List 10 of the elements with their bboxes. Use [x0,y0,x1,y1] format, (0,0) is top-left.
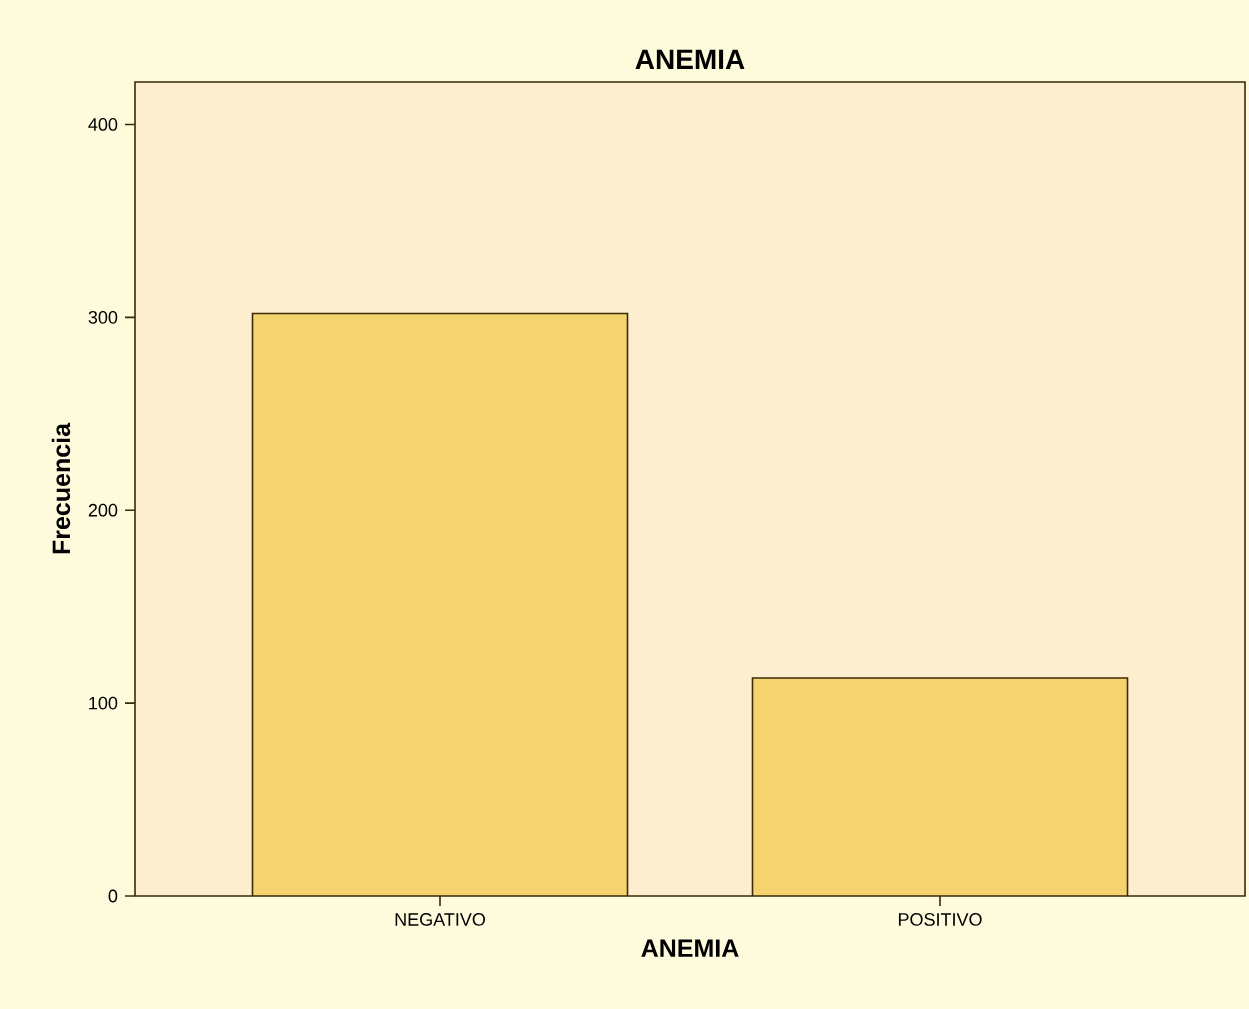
x-tick-label: POSITIVO [898,913,982,926]
y-tick-label: 200 [88,503,118,517]
y-tick-label: 0 [108,889,118,903]
y-tick-label: 100 [89,696,118,710]
y-axis-title: Frecuencia [51,422,71,554]
chart-title: ANEMIA [635,49,745,69]
y-tick-label: 300 [88,310,118,324]
x-axis-title: ANEMIA [641,939,739,957]
x-tick-label: NEGATIVO [395,913,485,926]
y-tick-label: 400 [88,118,118,131]
